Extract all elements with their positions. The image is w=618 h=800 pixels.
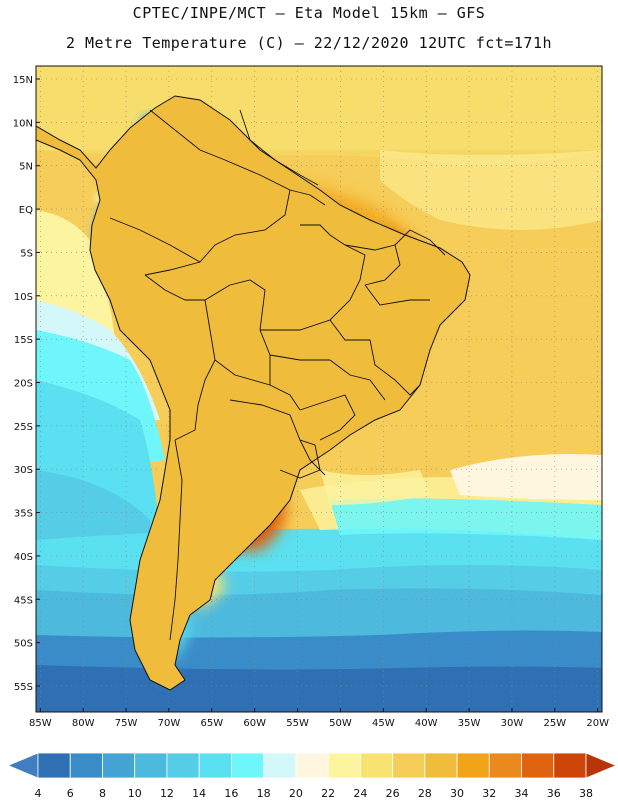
lat-tick-label: 5S — [20, 248, 33, 259]
lon-tick-label: 30W — [501, 718, 524, 729]
lon-tick-label: 65W — [200, 718, 223, 729]
colorbar-label: 24 — [353, 787, 367, 800]
colorbar-swatch — [102, 752, 136, 779]
colorbar-label: 30 — [450, 787, 464, 800]
colorbar-swatch — [166, 752, 200, 779]
country-borders — [36, 95, 471, 691]
colorbar-swatch — [521, 752, 555, 779]
lon-tick-label: 60W — [243, 718, 266, 729]
colorbar-swatch — [37, 752, 71, 779]
colorbar-swatch — [263, 752, 297, 779]
colorbar-swatch — [488, 752, 522, 779]
colorbar-swatch — [553, 752, 587, 779]
lat-tick-label: 30S — [14, 465, 33, 476]
colorbar-label: 38 — [579, 787, 593, 800]
lat-tick-label: 45S — [14, 595, 33, 606]
temperature-colorbar: 4 6 8 10 12 14 16 18 20 22 24 26 28 30 32 34 36 38 — [6, 752, 618, 800]
lon-tick-label: 20W — [586, 718, 609, 729]
colorbar-swatch — [6, 752, 39, 779]
lon-tick-label: 45W — [372, 718, 395, 729]
lat-tick-label: 15S — [14, 335, 33, 346]
lat-tick-label: 15N — [13, 75, 33, 86]
map-title-line-1: CPTEC/INPE/MCT – Eta Model 15km – GFS — [132, 4, 486, 22]
colorbar-swatch — [69, 752, 103, 779]
colorbar-swatch — [424, 752, 458, 779]
lat-tick-label: 40S — [14, 552, 33, 563]
colorbar-label: 20 — [289, 787, 303, 800]
colorbar-label: 6 — [67, 787, 74, 800]
colorbar-label: 4 — [35, 787, 42, 800]
lat-tick-label: 25S — [14, 422, 33, 433]
lon-tick-label: 55W — [286, 718, 309, 729]
lon-tick-label: 35W — [458, 718, 481, 729]
map-frame — [35, 65, 603, 713]
lat-tick-label: 35S — [14, 509, 33, 520]
lon-tick-label: 80W — [72, 718, 95, 729]
colorbar-swatch — [392, 752, 426, 779]
colorbar-label: 18 — [257, 787, 271, 800]
colorbar-swatch — [359, 752, 393, 779]
colorbar-label: 34 — [515, 787, 529, 800]
lat-tick-label: 5N — [19, 162, 33, 173]
lat-tick-label: 10S — [14, 292, 33, 303]
colorbar-label: 14 — [192, 787, 206, 800]
colorbar-swatch — [231, 752, 265, 779]
colorbar-label: 16 — [224, 787, 238, 800]
colorbar-swatch — [456, 752, 490, 779]
lon-tick-label: 50W — [329, 718, 352, 729]
colorbar-label: 8 — [99, 787, 106, 800]
lat-tick-label: 50S — [14, 639, 33, 650]
latitude-axis: 15N 10N 5N EQ 5S 10S 15S 20S 25S 30S 35S 40S 45S 50S 5… — [13, 75, 40, 693]
colorbar-label: 12 — [160, 787, 174, 800]
colorbar-swatch — [198, 752, 232, 779]
lat-tick-label: 20S — [14, 378, 33, 389]
colorbar-label: 10 — [128, 787, 142, 800]
map-title-line-2: 2 Metre Temperature (C) – 22/12/2020 12U… — [65, 34, 553, 52]
lon-tick-label: 70W — [158, 718, 181, 729]
colorbar-label: 22 — [321, 787, 335, 800]
lat-tick-label: 55S — [14, 682, 33, 693]
colorbar-swatch — [585, 752, 618, 779]
lon-tick-label: 85W — [29, 718, 52, 729]
lon-tick-label: 40W — [415, 718, 438, 729]
colorbar-swatch — [134, 752, 168, 779]
lat-tick-label: 10N — [13, 118, 33, 129]
colorbar-label: 32 — [482, 787, 496, 800]
longitude-axis: 85W 80W 75W 70W 65W 60W 55W 50W 45W 40W 35W 30W 25W 2… — [29, 708, 609, 729]
lat-tick-label: EQ — [19, 205, 33, 216]
colorbar-label: 36 — [547, 787, 561, 800]
colorbar-swatch — [295, 752, 329, 779]
colorbar-label: 26 — [386, 787, 400, 800]
lon-tick-label: 75W — [115, 718, 138, 729]
lon-tick-label: 25W — [544, 718, 567, 729]
colorbar-swatch — [327, 752, 361, 779]
colorbar-label: 28 — [418, 787, 432, 800]
